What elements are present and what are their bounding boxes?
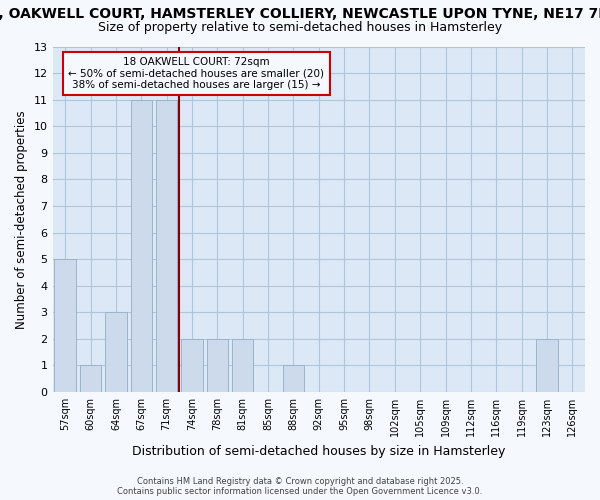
Bar <box>232 339 253 392</box>
Bar <box>536 339 558 392</box>
Bar <box>156 100 178 392</box>
Bar <box>55 259 76 392</box>
Text: Contains HM Land Registry data © Crown copyright and database right 2025.
Contai: Contains HM Land Registry data © Crown c… <box>118 476 482 496</box>
Bar <box>283 366 304 392</box>
Bar <box>80 366 101 392</box>
Text: 18 OAKWELL COURT: 72sqm
← 50% of semi-detached houses are smaller (20)
38% of se: 18 OAKWELL COURT: 72sqm ← 50% of semi-de… <box>68 57 325 90</box>
Bar <box>131 100 152 392</box>
Text: 18, OAKWELL COURT, HAMSTERLEY COLLIERY, NEWCASTLE UPON TYNE, NE17 7BD: 18, OAKWELL COURT, HAMSTERLEY COLLIERY, … <box>0 8 600 22</box>
Bar <box>181 339 203 392</box>
Bar <box>206 339 228 392</box>
Bar <box>105 312 127 392</box>
X-axis label: Distribution of semi-detached houses by size in Hamsterley: Distribution of semi-detached houses by … <box>132 444 505 458</box>
Text: Size of property relative to semi-detached houses in Hamsterley: Size of property relative to semi-detach… <box>98 21 502 34</box>
Y-axis label: Number of semi-detached properties: Number of semi-detached properties <box>15 110 28 328</box>
